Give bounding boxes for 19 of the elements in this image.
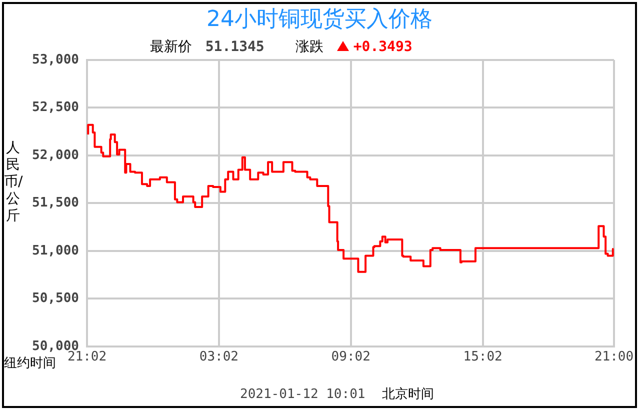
text: 涨跌 xyxy=(296,39,324,55)
text: 2021-01-12 10:01 xyxy=(240,387,366,402)
y-tick-label: 52,000 xyxy=(32,148,80,163)
x-tick-label: 15:02 xyxy=(463,350,502,365)
y-tick-label: 51,000 xyxy=(32,243,80,258)
y-tick-label: 50,500 xyxy=(32,291,80,306)
x-tick-label: 21:00 xyxy=(594,350,634,365)
text: +0.3493 xyxy=(353,39,412,55)
y-axis-title: 人民币/公斤 xyxy=(4,140,23,225)
text: 51.1345 xyxy=(205,39,264,55)
x-tick-label: 03:02 xyxy=(199,350,239,365)
text: 北京时间 xyxy=(382,387,434,402)
x-axis-title: 纽约时间 xyxy=(4,355,56,372)
chart-title: 24小时铜现货买入价格 xyxy=(206,6,434,34)
y-tick-label: 53,000 xyxy=(32,52,80,68)
y-tick-label: 51,500 xyxy=(32,196,80,211)
text: 最新价 xyxy=(150,39,192,55)
x-tick-label: 09:02 xyxy=(331,350,370,365)
y-tick-label: 52,500 xyxy=(32,100,80,116)
